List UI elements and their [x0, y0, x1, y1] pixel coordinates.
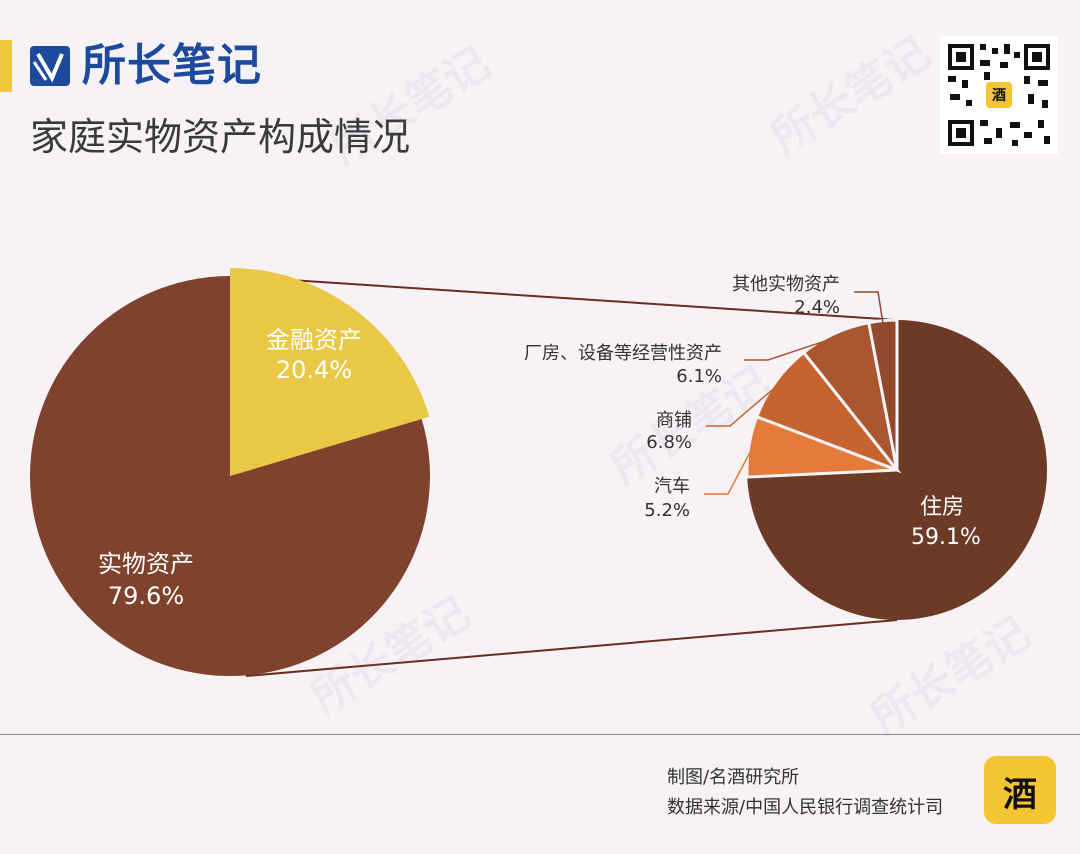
institute-badge-icon: 酒 [1003, 775, 1037, 815]
slice-label: 汽车 [654, 476, 690, 497]
footer-divider [0, 734, 1080, 735]
connector-line-bottom [245, 619, 898, 677]
left-pie-slice [29, 276, 430, 676]
svg-text:酒: 酒 [992, 88, 1006, 104]
left-pie-slice [230, 268, 430, 476]
svg-text:酒: 酒 [1003, 775, 1037, 815]
chart-credit: 制图/名酒研究所 [667, 767, 800, 788]
brand-name: 所长笔记 [82, 40, 262, 91]
institute-badge: 酒 [984, 756, 1056, 824]
slice-label: 其他实物资产 [732, 274, 840, 295]
brand-logo-icon [30, 46, 70, 86]
page-title: 家庭实物资产构成情况 [30, 115, 411, 159]
qr-code: 酒 [940, 36, 1058, 154]
slice-value: 2.4% [794, 297, 840, 318]
slice-value-financial: 20.4% [276, 356, 352, 384]
slice-label: 商铺 [656, 410, 692, 431]
brand-logo: 所长笔记 [28, 42, 262, 90]
leader-line [744, 336, 837, 361]
leader-line [706, 383, 780, 427]
slice-value: 5.2% [644, 500, 690, 521]
slice-value-housing: 59.1% [911, 525, 981, 550]
data-source: 数据来源/中国人民银行调查统计司 [667, 797, 944, 818]
slice-label-physical: 实物资产 [98, 550, 194, 578]
connector-line-top [229, 275, 898, 321]
accent-bar [0, 40, 12, 92]
slice-label-housing: 住房 [920, 495, 964, 520]
leader-line [854, 291, 884, 325]
qr-code-icon: 酒 [946, 42, 1052, 148]
slice-value: 6.1% [676, 366, 722, 387]
slice-label: 厂房、设备等经营性资产 [524, 343, 722, 364]
slice-value-physical: 79.6% [108, 582, 184, 610]
leader-line [704, 446, 754, 495]
slice-value: 6.8% [646, 432, 692, 453]
slice-label-financial: 金融资产 [266, 326, 362, 354]
